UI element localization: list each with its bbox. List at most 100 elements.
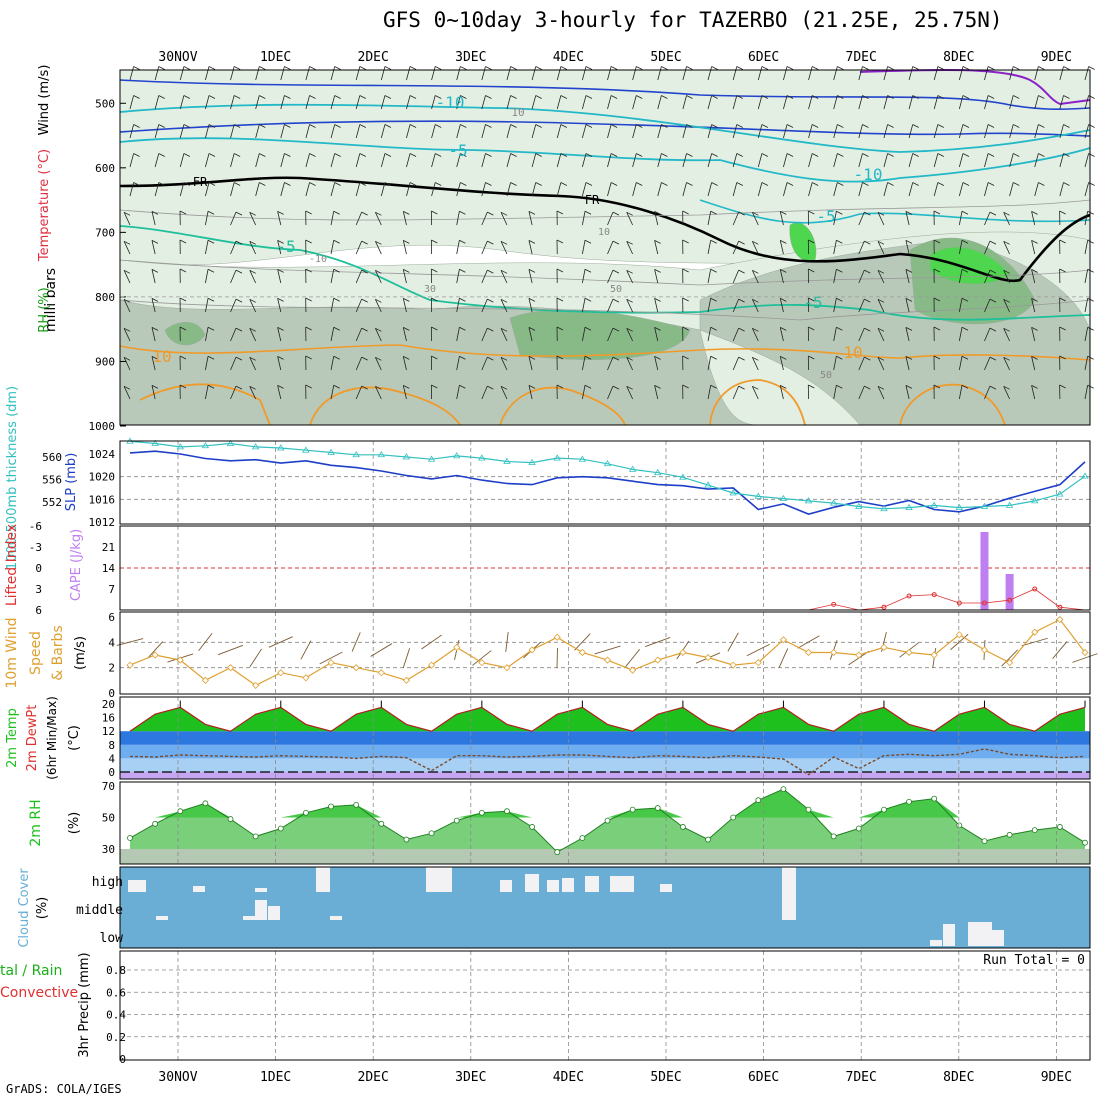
wind-barb [330, 182, 336, 197]
wind-barb [1003, 212, 1010, 226]
wind-barb-feather [989, 356, 997, 361]
pressure-tick-label: 800 [95, 291, 115, 304]
wind-barb-feather [560, 95, 568, 99]
wind-speed-marker [855, 651, 863, 659]
wind-barb [406, 182, 411, 197]
wind-barb [905, 211, 910, 226]
wind-barb-feather [459, 297, 466, 302]
top-date-label: 30NOV [158, 50, 197, 65]
wind-barb-feather [431, 268, 438, 273]
wind-barb [179, 153, 185, 168]
wind-speed-line [129, 618, 1086, 687]
wind-barb [905, 356, 910, 371]
wind-barb [402, 240, 407, 255]
wind-barb-feather [738, 327, 745, 332]
wind-barb-feather [1059, 239, 1066, 244]
wind-barb [905, 298, 910, 313]
wind-barb-feather [808, 326, 815, 331]
wind-barb-feather [836, 355, 843, 360]
wind-barb [779, 298, 784, 313]
wind-barb [531, 66, 537, 81]
slp-tick-label: 1024 [89, 448, 116, 461]
wind-barb [581, 269, 586, 284]
wind-barb [732, 153, 738, 168]
wind-barb [757, 66, 763, 81]
10m-wind-barb [147, 641, 164, 659]
wind-barb-feather [961, 239, 969, 244]
wind-barb-feather [686, 66, 693, 70]
wind-tick-label: 2 [108, 662, 115, 675]
rh-marker [855, 825, 862, 832]
wind-barb-feather [905, 298, 913, 302]
wind-barb [833, 356, 837, 371]
wind-barb [375, 386, 382, 400]
wind-barb [249, 241, 257, 255]
wind-barb-feather [962, 124, 970, 128]
wind-barb-feather [961, 384, 969, 389]
wind-barb-feather [375, 211, 382, 216]
wind-barb [858, 356, 865, 371]
wind-barb-feather [1003, 356, 1010, 361]
wind-barb [858, 298, 865, 313]
wind-barb-feather [459, 268, 466, 273]
top-date-label: 6DEC [748, 50, 779, 65]
wind-barb [607, 124, 612, 139]
10m-wind-barb [594, 645, 621, 655]
cape-tick-label: 7 [108, 583, 115, 596]
wind-barb-feather [786, 182, 794, 186]
wind-barb-feather [151, 356, 159, 360]
wind-barb [707, 124, 713, 139]
rh-tick-label: 50 [102, 812, 115, 825]
wind-barb-feather [485, 124, 492, 128]
li-marker [881, 604, 887, 610]
wind-barb [230, 182, 235, 197]
wind-barb [958, 327, 963, 342]
wind-barb [1084, 95, 1090, 110]
temperature-contour [309, 386, 461, 426]
wind-barb-feather [361, 327, 368, 332]
wind-barb [205, 298, 209, 313]
wind-barb-feather [864, 356, 871, 361]
wind-barb [481, 385, 488, 400]
thickness-marker [704, 481, 712, 488]
footer-credit: GrADS: COLA/IGES [6, 1082, 122, 1096]
wind-barb [255, 66, 260, 81]
wind-barb [205, 66, 210, 81]
wind-barb-feather [431, 355, 438, 360]
wind-barb [752, 357, 759, 371]
wind-barb-feather [937, 95, 945, 99]
wind-barb [406, 124, 411, 139]
wind-barb [908, 124, 914, 139]
wind-barb-feather [1031, 327, 1038, 331]
rh-marker [478, 809, 485, 816]
wind-barb [230, 269, 237, 284]
wind-barb [123, 212, 131, 226]
dewpoint-axis-label: 2m DewPt [25, 705, 40, 772]
wind-barb-feather [989, 269, 997, 274]
thickness-marker [603, 459, 612, 467]
wind-barb [456, 153, 461, 168]
rh-marker [956, 822, 963, 829]
wind-barb-feather [654, 298, 661, 302]
wind-barb-feather [887, 153, 894, 157]
wind-barb-feather [208, 95, 216, 99]
wind-barb-feather [277, 240, 284, 244]
wind-barb-feather [179, 384, 187, 389]
li-tick-label: 6 [35, 604, 42, 617]
wind-barb-feather [584, 210, 592, 215]
wind-barb-feather [837, 95, 844, 99]
wind-barb-feather [887, 66, 894, 70]
wind-barb-feather [333, 268, 340, 273]
wind-barb [1009, 95, 1014, 110]
wind-barb [355, 298, 363, 313]
wind-barb-feather [961, 326, 969, 331]
wind-barb [1031, 327, 1036, 342]
wind-barb-feather [409, 95, 417, 99]
wind-barb-feather [636, 124, 643, 128]
wind-barb-feather [808, 268, 815, 273]
wind-barb-feather [359, 95, 366, 99]
wind-barb-feather [682, 384, 689, 389]
bottom-date-label: 9DEC [1041, 1070, 1072, 1085]
wind-barb [752, 299, 759, 313]
temperature-contour [119, 176, 1091, 283]
